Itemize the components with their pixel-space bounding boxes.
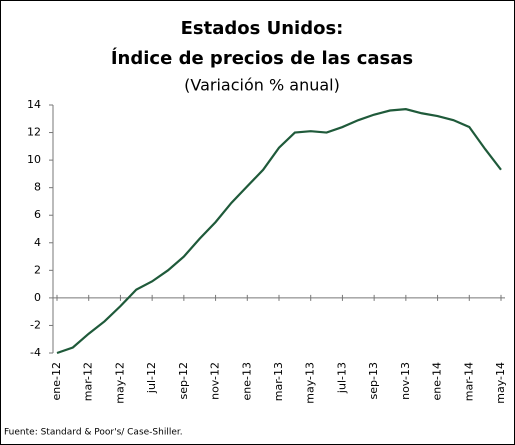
chart-title: Estados Unidos: bbox=[181, 18, 344, 39]
y-tick-label: 6 bbox=[34, 208, 41, 221]
y-tick-label: 0 bbox=[34, 291, 41, 304]
x-tick-label: sep-12 bbox=[177, 362, 190, 399]
y-tick-label: 2 bbox=[34, 263, 41, 276]
y-tick-label: 8 bbox=[34, 181, 41, 194]
x-tick-label: may-13 bbox=[304, 362, 317, 404]
y-tick-label: -2 bbox=[30, 318, 41, 331]
x-tick-label: mar-12 bbox=[82, 362, 95, 401]
x-tick-label: ene-14 bbox=[431, 362, 444, 400]
x-tick-label: mar-13 bbox=[272, 362, 285, 401]
x-tick-label: may-14 bbox=[494, 362, 507, 404]
line bbox=[56, 108, 502, 355]
y-tick-label: 12 bbox=[27, 126, 41, 139]
x-tick-label: jul-13 bbox=[335, 362, 348, 394]
y-tick-label: -4 bbox=[30, 346, 41, 359]
y-tick-label: 4 bbox=[34, 236, 41, 249]
x-tick-label: ene-12 bbox=[50, 362, 63, 400]
x-tick-label: may-12 bbox=[113, 362, 126, 404]
x-tick-label: nov-12 bbox=[209, 362, 222, 400]
x-tick-label: nov-13 bbox=[399, 362, 412, 400]
source: Fuente: Standard & Poor's/ Case-Shiller. bbox=[4, 428, 183, 438]
y-tick-label: 10 bbox=[27, 153, 41, 166]
x-tick-label: ene-13 bbox=[240, 362, 253, 400]
x-tick-label: mar-14 bbox=[462, 362, 475, 401]
y-tick-label: 14 bbox=[27, 98, 41, 111]
x-tick-label: sep-13 bbox=[367, 362, 380, 399]
chart-subtitle: Índice de precios de las casas bbox=[111, 47, 413, 69]
y-label: (Variación % anual) bbox=[184, 76, 340, 95]
x-tick-label: jul-12 bbox=[145, 362, 158, 394]
